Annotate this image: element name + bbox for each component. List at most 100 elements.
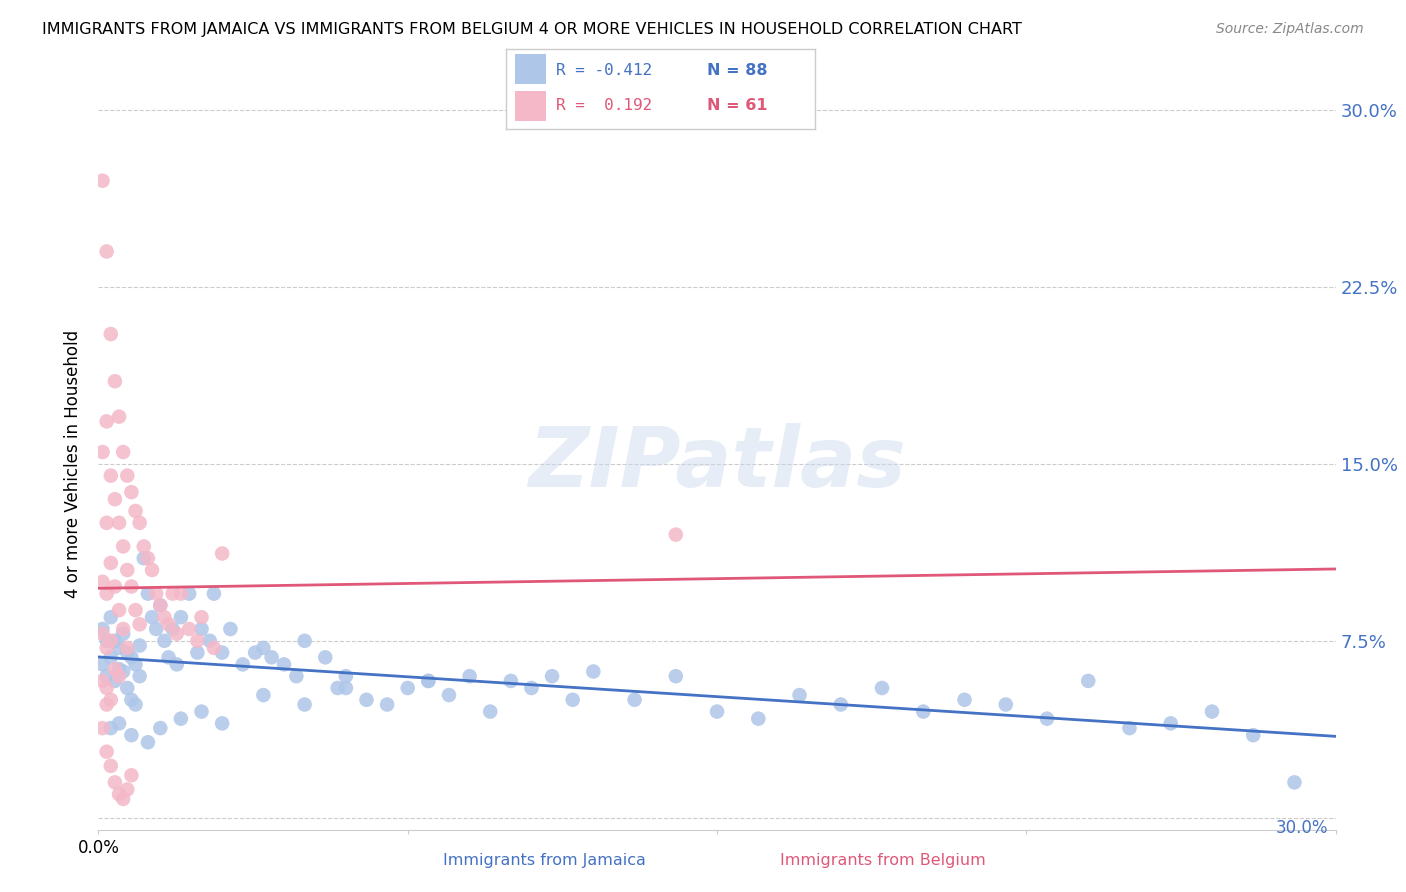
Point	[179, 622, 201, 636]
Y-axis label: 4 or more Vehicles in Household: 4 or more Vehicles in Household	[65, 330, 83, 598]
Point	[136, 735, 159, 749]
Point	[117, 563, 139, 577]
Point	[665, 527, 688, 541]
Point	[202, 586, 225, 600]
Point	[665, 669, 688, 683]
Point	[112, 622, 135, 636]
Point	[202, 640, 225, 655]
Point	[128, 516, 150, 530]
Point	[145, 622, 167, 636]
Point	[1036, 712, 1059, 726]
Point	[104, 580, 127, 594]
Point	[953, 693, 976, 707]
Point	[211, 646, 233, 660]
Point	[100, 693, 122, 707]
Point	[120, 485, 142, 500]
Point	[96, 669, 118, 683]
Point	[1284, 775, 1306, 789]
Point	[1160, 716, 1182, 731]
Point	[243, 646, 266, 660]
Point	[136, 586, 159, 600]
Point	[747, 712, 769, 726]
Point	[623, 693, 645, 707]
Point	[104, 775, 127, 789]
Point	[132, 540, 155, 554]
Point	[96, 633, 118, 648]
Point	[124, 698, 146, 712]
Point	[153, 633, 176, 648]
Point	[190, 610, 212, 624]
Point	[458, 669, 481, 683]
Point	[1077, 673, 1099, 688]
Text: ZIPatlas: ZIPatlas	[529, 424, 905, 504]
Point	[117, 681, 139, 695]
Point	[252, 688, 274, 702]
Point	[91, 721, 114, 735]
Point	[141, 563, 163, 577]
Point	[166, 657, 188, 672]
Point	[252, 640, 274, 655]
Point	[96, 745, 118, 759]
Point	[273, 657, 295, 672]
Point	[186, 646, 208, 660]
Point	[100, 759, 122, 773]
Point	[356, 693, 378, 707]
Text: Immigrants from Jamaica: Immigrants from Jamaica	[443, 853, 645, 868]
Point	[108, 409, 131, 424]
Point	[132, 551, 155, 566]
Point	[136, 551, 159, 566]
Point	[120, 580, 142, 594]
Point	[499, 673, 522, 688]
Text: IMMIGRANTS FROM JAMAICA VS IMMIGRANTS FROM BELGIUM 4 OR MORE VEHICLES IN HOUSEHO: IMMIGRANTS FROM JAMAICA VS IMMIGRANTS FR…	[42, 22, 1022, 37]
Point	[100, 633, 122, 648]
Point	[112, 540, 135, 554]
Point	[418, 673, 440, 688]
Point	[830, 698, 852, 712]
Point	[211, 716, 233, 731]
Point	[149, 599, 172, 613]
Point	[520, 681, 543, 695]
Point	[418, 673, 440, 688]
Point	[100, 610, 122, 624]
Point	[149, 721, 172, 735]
Text: N = 61: N = 61	[707, 98, 768, 113]
Point	[112, 626, 135, 640]
Point	[157, 650, 180, 665]
Point	[326, 681, 349, 695]
Point	[1201, 705, 1223, 719]
Point	[157, 617, 180, 632]
Point	[117, 468, 139, 483]
Point	[124, 603, 146, 617]
Point	[96, 414, 118, 428]
Point	[1241, 728, 1264, 742]
Point	[100, 327, 122, 342]
Point	[128, 617, 150, 632]
Point	[128, 639, 150, 653]
Point	[260, 650, 283, 665]
Point	[100, 556, 122, 570]
Point	[232, 657, 254, 672]
Point	[994, 698, 1017, 712]
Point	[561, 693, 583, 707]
Point	[100, 650, 122, 665]
Bar	[516, 91, 547, 121]
Point	[153, 610, 176, 624]
Point	[211, 547, 233, 561]
Point	[162, 622, 184, 636]
Point	[170, 610, 193, 624]
Point	[149, 599, 172, 613]
Point	[96, 640, 118, 655]
Point	[190, 622, 212, 636]
Point	[870, 681, 893, 695]
Point	[96, 681, 118, 695]
Point	[96, 516, 118, 530]
Point	[145, 586, 167, 600]
Bar	[516, 54, 547, 85]
Point	[294, 633, 316, 648]
Point	[96, 244, 118, 259]
Point	[117, 782, 139, 797]
Point	[128, 669, 150, 683]
Point	[108, 640, 131, 655]
Text: R =  0.192: R = 0.192	[555, 98, 652, 113]
Point	[91, 445, 114, 459]
